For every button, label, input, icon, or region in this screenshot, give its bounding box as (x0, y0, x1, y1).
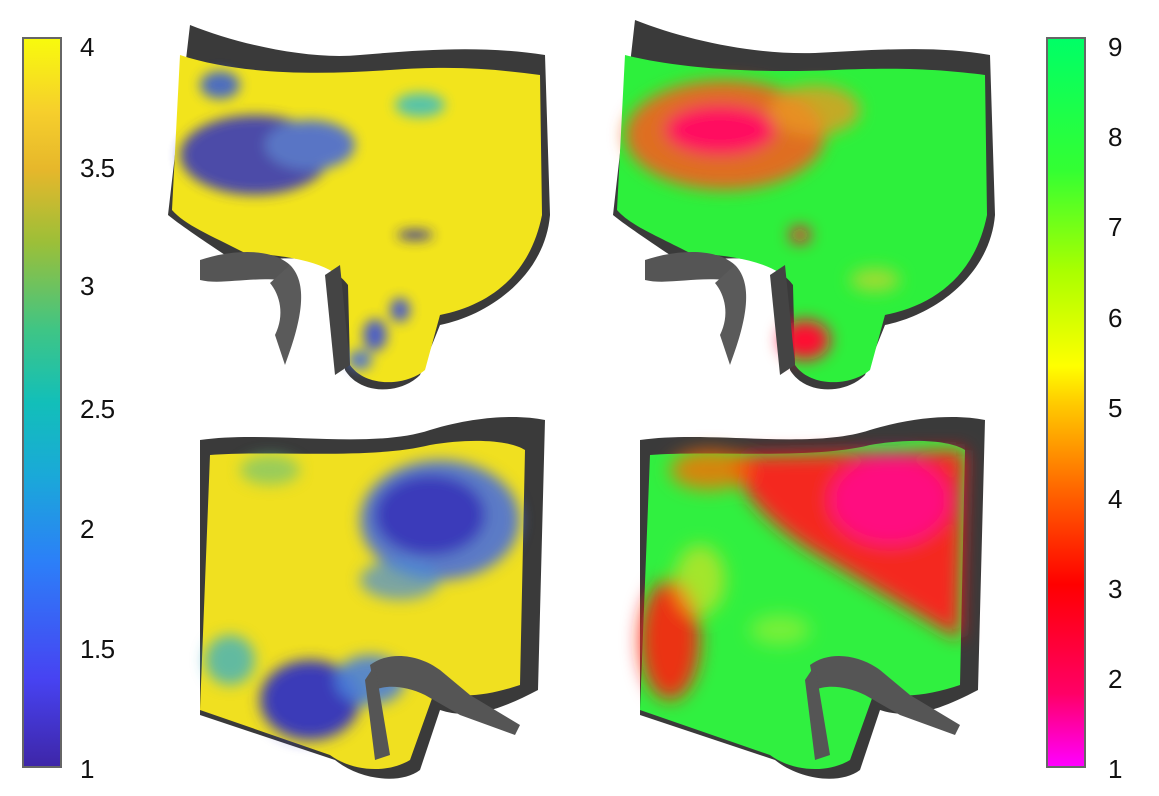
right-colorbar (1046, 37, 1086, 768)
left-colorbar-tick-4: 4 (80, 32, 94, 62)
right-colorbar-tick-9: 9 (1108, 32, 1122, 62)
right-colorbar-tick-2: 2 (1108, 664, 1122, 694)
heart-surface-bottom-right (640, 417, 985, 779)
right-colorbar-tick-5: 5 (1108, 393, 1122, 423)
right-colorbar-tick-7: 7 (1108, 212, 1122, 242)
right-colorbar-tick-1: 1 (1108, 754, 1122, 784)
left-colorbar-tick-1: 1 (80, 754, 94, 784)
right-colorbar-tick-6: 6 (1108, 303, 1122, 333)
left-colorbar-tick-2: 2 (80, 514, 94, 544)
left-colorbar-tick-1.5: 1.5 (80, 634, 115, 664)
right-colorbar-tick-3: 3 (1108, 574, 1122, 604)
left-colorbar-tick-3.5: 3.5 (80, 153, 115, 183)
right-colorbar-tick-4: 4 (1108, 484, 1122, 514)
heart-surface-bottom-left (200, 417, 545, 779)
right-colorbar-tick-8: 8 (1108, 122, 1122, 152)
heart-surface-top-left (168, 25, 550, 390)
left-colorbar-tick-3: 3 (80, 271, 94, 301)
heart-surface-top-right (613, 20, 995, 390)
left-colorbar-tick-2.5: 2.5 (80, 394, 115, 424)
left-colorbar (22, 37, 62, 768)
